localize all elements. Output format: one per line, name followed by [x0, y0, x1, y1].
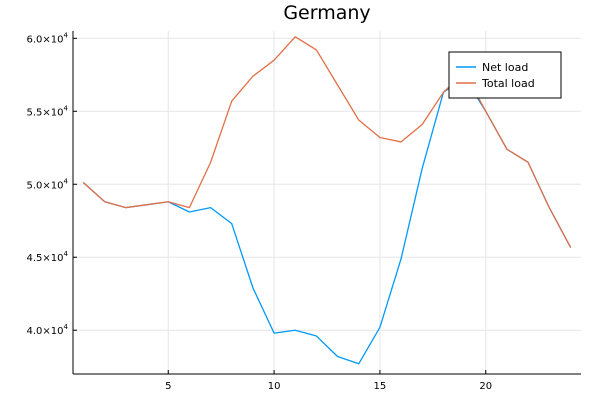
y-tick-label: 4.0×104	[27, 323, 69, 337]
axes	[72, 31, 581, 375]
legend-label-net-load: Net load	[482, 61, 528, 74]
y-tick-label: 4.5×104	[27, 250, 69, 264]
grid	[73, 31, 581, 374]
y-tick-label: 5.5×104	[27, 104, 69, 118]
x-tick-labels: 5 10 15 20	[165, 381, 492, 392]
series-lines	[82, 36, 572, 365]
x-tick-label: 5	[165, 381, 171, 392]
series-line-total-load	[82, 36, 572, 248]
y-tick-label: 5.0×104	[27, 177, 69, 191]
legend-label-total-load: Total load	[481, 77, 535, 90]
x-tick-label: 15	[374, 381, 387, 392]
y-tick-label: 6.0×104	[27, 31, 69, 45]
x-tick-label: 10	[268, 381, 281, 392]
y-tick-labels: 4.0×104 4.5×104 5.0×104 5.5×104 6.0×104	[27, 31, 69, 337]
legend: Net load Total load	[448, 51, 562, 99]
series-line-net-load	[82, 77, 572, 365]
x-tick-label: 20	[479, 381, 492, 392]
chart-title: Germany	[283, 2, 370, 24]
legend-box	[448, 51, 562, 99]
